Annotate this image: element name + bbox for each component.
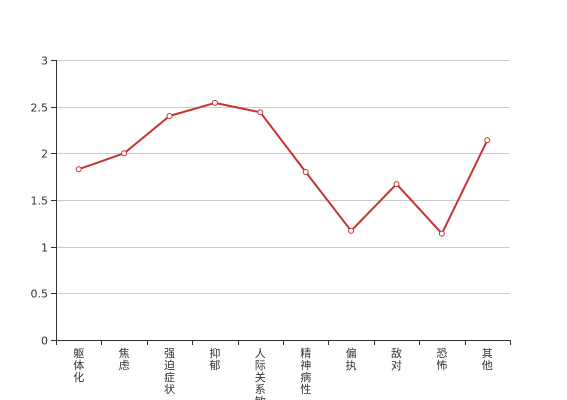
y-tick-label: 2 bbox=[41, 148, 48, 161]
y-tick-label: 2.5 bbox=[31, 102, 49, 115]
x-tick-label: 偏执 bbox=[346, 346, 357, 372]
data-point[interactable] bbox=[211, 99, 218, 106]
data-point[interactable] bbox=[348, 227, 355, 234]
data-point[interactable] bbox=[393, 181, 400, 188]
grid-lines bbox=[56, 60, 510, 294]
y-tick-label: 0 bbox=[41, 335, 48, 348]
x-tick-label: 焦虑 bbox=[119, 347, 130, 372]
axes bbox=[51, 60, 511, 345]
x-tick-label: 恐怖 bbox=[436, 347, 447, 372]
x-tick-label: 抑郁 bbox=[209, 346, 220, 372]
data-point[interactable] bbox=[484, 137, 491, 144]
series-line bbox=[78, 101, 489, 235]
y-tick-label: 1 bbox=[41, 242, 48, 255]
data-point[interactable] bbox=[302, 169, 309, 175]
y-tick-label: 3 bbox=[41, 55, 48, 68]
y-tick-labels: 0 0.5 1 1.5 2 2.5 3 bbox=[31, 55, 49, 348]
x-tick-label: 其他 bbox=[482, 347, 493, 372]
y-tick-label: 0.5 bbox=[31, 288, 49, 301]
x-tick-label: 敌对 bbox=[391, 346, 402, 372]
data-point[interactable] bbox=[166, 113, 173, 119]
x-tick-labels: 躯体化 焦虑 强迫症状 抑郁 人际关系敏感 精神病性 偏执 敌对 恐怖 其他 bbox=[73, 346, 493, 400]
series-layer bbox=[75, 99, 491, 237]
data-point[interactable] bbox=[257, 109, 264, 116]
data-point[interactable] bbox=[121, 150, 128, 157]
x-tick-label: 躯体化 bbox=[73, 347, 84, 384]
x-tick-label: 强迫症状 bbox=[164, 347, 175, 396]
x-tick-label: 精神病性 bbox=[300, 347, 311, 396]
y-tick-label: 1.5 bbox=[31, 195, 49, 208]
x-tick-label: 人际关系敏感 bbox=[255, 347, 266, 400]
data-point[interactable] bbox=[75, 166, 82, 173]
data-point[interactable] bbox=[438, 230, 445, 237]
